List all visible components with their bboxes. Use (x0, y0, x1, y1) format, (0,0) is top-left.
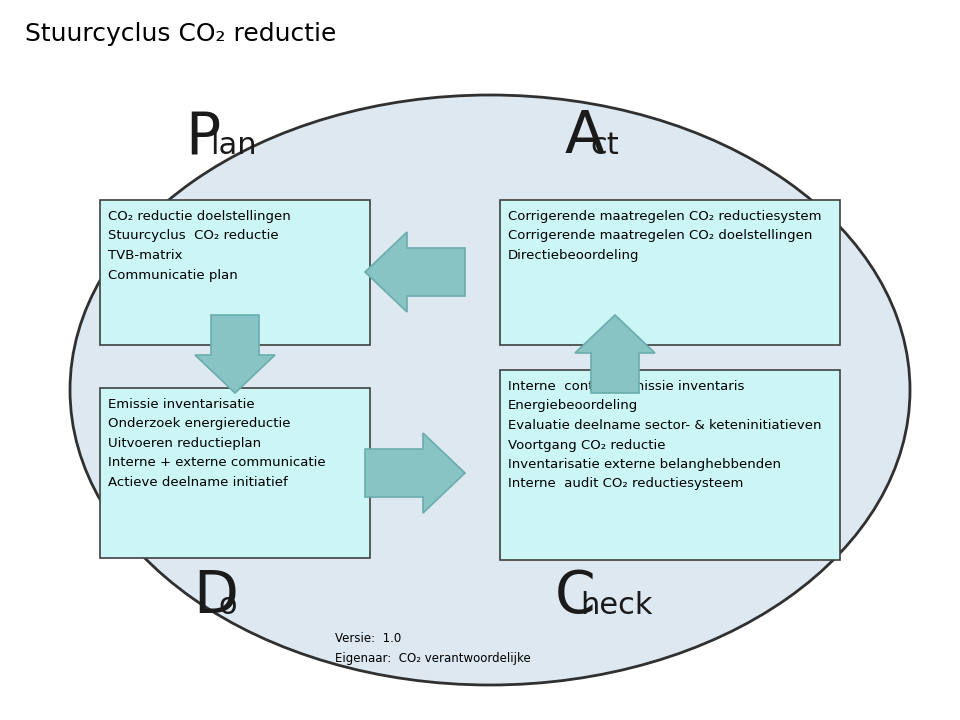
Ellipse shape (70, 95, 910, 685)
Text: ct: ct (590, 131, 619, 160)
Text: Emissie inventarisatie
Onderzoek energiereductie
Uitvoeren reductieplan
Interne : Emissie inventarisatie Onderzoek energie… (108, 398, 325, 489)
Text: Stuurcyclus CO₂ reductie: Stuurcyclus CO₂ reductie (25, 22, 336, 46)
Text: C: C (555, 568, 596, 625)
Text: Interne  controle emissie inventaris
Energiebeoordeling
Evaluatie deelname secto: Interne controle emissie inventaris Ener… (508, 380, 822, 490)
Text: lan: lan (210, 131, 257, 160)
Polygon shape (365, 433, 465, 513)
FancyBboxPatch shape (500, 370, 840, 560)
Polygon shape (575, 315, 655, 393)
Text: o: o (218, 591, 237, 620)
Text: P: P (185, 108, 220, 165)
FancyBboxPatch shape (500, 200, 840, 345)
Polygon shape (195, 315, 275, 393)
Text: CO₂ reductie doelstellingen
Stuurcyclus  CO₂ reductie
TVB-matrix
Communicatie pl: CO₂ reductie doelstellingen Stuurcyclus … (108, 210, 291, 282)
Text: D: D (193, 568, 238, 625)
FancyBboxPatch shape (100, 388, 370, 558)
Text: A: A (565, 108, 605, 165)
Text: Versie:  1.0
Eigenaar:  CO₂ verantwoordelijke: Versie: 1.0 Eigenaar: CO₂ verantwoordeli… (335, 632, 531, 665)
FancyBboxPatch shape (100, 200, 370, 345)
Text: Corrigerende maatregelen CO₂ reductiesystem
Corrigerende maatregelen CO₂ doelste: Corrigerende maatregelen CO₂ reductiesys… (508, 210, 822, 262)
Polygon shape (365, 232, 465, 312)
Text: heck: heck (580, 591, 653, 620)
